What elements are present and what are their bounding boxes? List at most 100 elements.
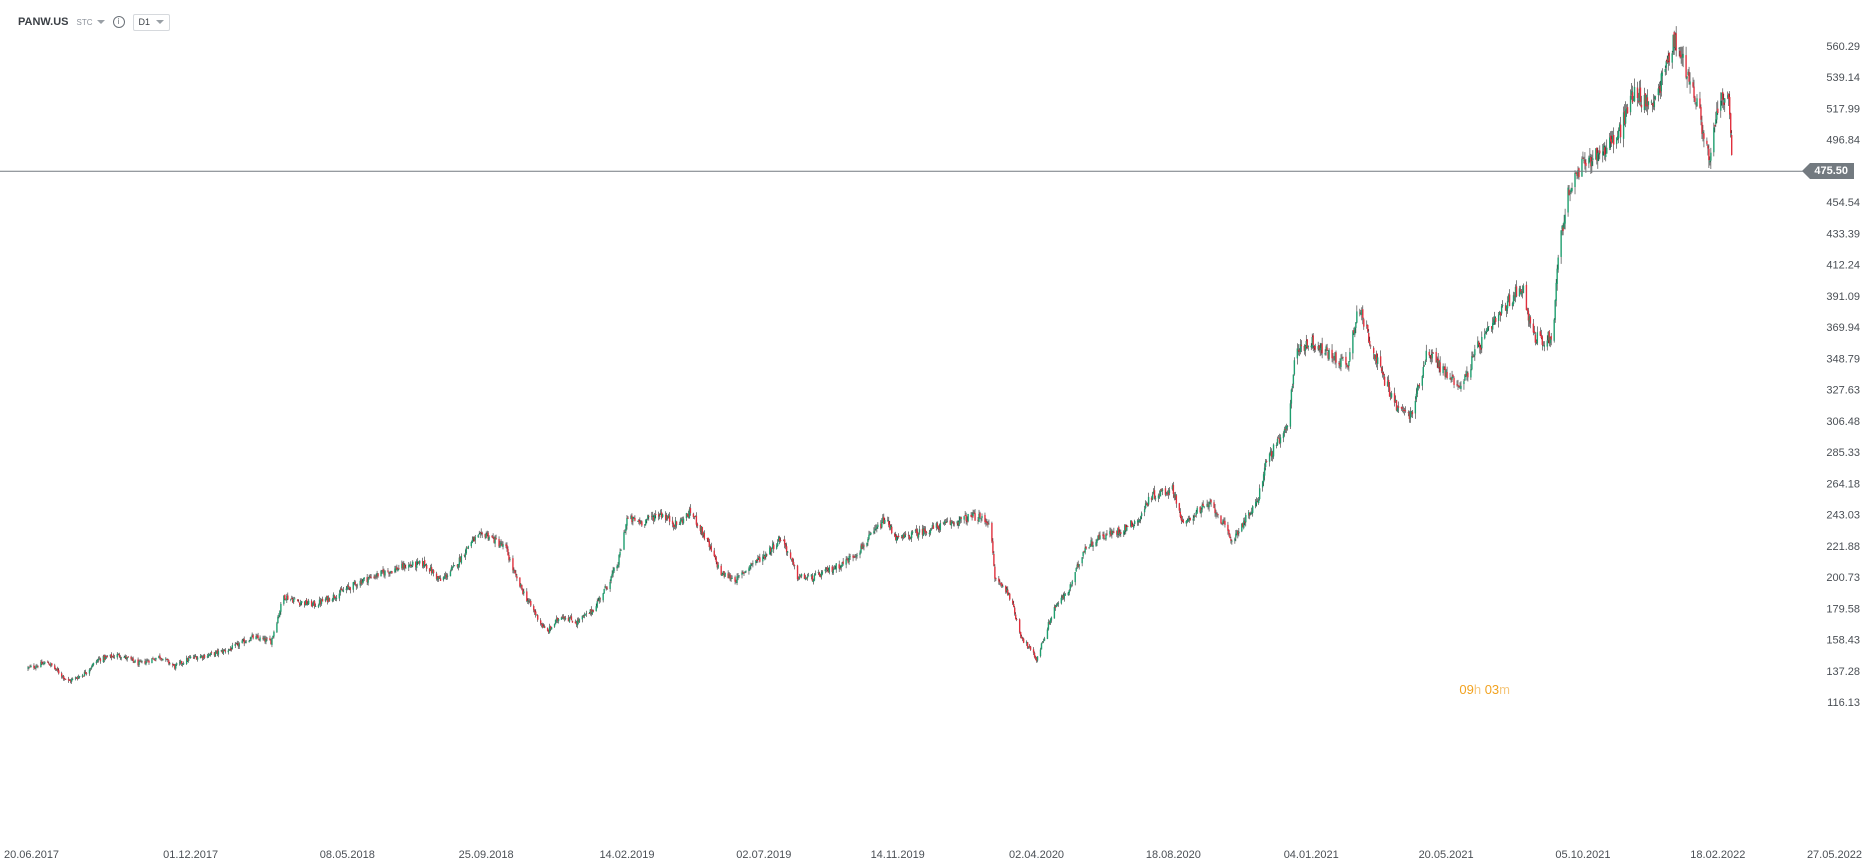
candle-body (1054, 606, 1057, 608)
candle-body (673, 526, 676, 528)
candle-body (194, 656, 197, 658)
candle-body (806, 576, 809, 579)
candle-body (995, 578, 997, 580)
info-icon[interactable]: i (112, 16, 125, 28)
candle-body (1164, 488, 1167, 495)
candle-body (352, 582, 354, 590)
candle-body (1381, 371, 1384, 375)
candle-body (1254, 502, 1257, 507)
candle-body (1257, 499, 1260, 504)
candle-body (495, 537, 497, 540)
candle-body (112, 655, 114, 658)
candle-body (1360, 313, 1362, 315)
symbol-label[interactable]: PANW.US (18, 16, 69, 28)
candle-body (165, 658, 167, 660)
candle-body (602, 593, 604, 601)
candle-body (1639, 87, 1642, 102)
candle-body (480, 532, 482, 534)
candle-body (584, 614, 587, 616)
candle-body (735, 580, 737, 583)
candle-body (444, 574, 447, 577)
candle-body (1179, 511, 1182, 517)
candle-body (921, 528, 924, 535)
candle-body (1643, 94, 1646, 110)
candle-body (612, 570, 614, 575)
candle-body (1540, 334, 1542, 338)
x-tick-label: 01.12.2017 (163, 849, 218, 861)
candle-body (1488, 326, 1490, 327)
candle-body (1130, 520, 1132, 527)
candle-body (717, 564, 719, 568)
candle-body (167, 659, 169, 661)
candle-body (598, 597, 600, 602)
candle-body (131, 658, 133, 660)
candle-body (484, 534, 486, 538)
candle-body (716, 561, 718, 568)
candle-body (290, 598, 292, 600)
candle-body (1249, 513, 1251, 516)
candle-body (900, 536, 903, 538)
candle-body (1167, 492, 1170, 495)
candle-body (640, 521, 642, 524)
candle-body (1400, 406, 1403, 409)
candle-body (161, 658, 163, 661)
y-tick-label: 285.33 (1826, 447, 1860, 459)
candle-body (1195, 511, 1197, 516)
candle-body (402, 563, 404, 569)
candle-body (880, 523, 882, 528)
timeframe-select[interactable]: D1 (132, 13, 171, 31)
candle-body (1021, 638, 1024, 640)
candle-body (835, 563, 837, 570)
candle-body (1172, 485, 1175, 495)
candle-body (1230, 538, 1232, 542)
candle-body (1681, 56, 1683, 58)
candle-body (1055, 604, 1058, 608)
candle-body (548, 626, 551, 633)
candle-body (540, 624, 543, 626)
candle-body (661, 514, 664, 518)
candle-body (1223, 521, 1225, 523)
candle-body (1154, 498, 1157, 500)
candle-body (153, 658, 155, 660)
instrument-type-dropdown[interactable]: STC (77, 18, 105, 27)
candle-body (1410, 410, 1413, 414)
candle-body (1228, 530, 1230, 535)
candle-body (159, 655, 161, 658)
candle-body (404, 564, 406, 569)
candle-body (1429, 355, 1431, 357)
candle-body (960, 517, 962, 519)
candle-body (189, 656, 192, 659)
y-tick-label: 137.28 (1826, 666, 1860, 678)
candle-body (195, 656, 198, 660)
candle-body (243, 639, 245, 644)
candle-body (1402, 410, 1405, 411)
candle-body (1623, 111, 1626, 124)
candle-body (639, 520, 641, 524)
candle-body (451, 566, 454, 569)
candle-body (457, 564, 460, 568)
candle-body (192, 657, 195, 659)
y-tick-label: 391.09 (1826, 291, 1860, 303)
candle-body (772, 543, 774, 548)
candlestick-series (27, 26, 1733, 684)
candle-body (1561, 225, 1563, 230)
candle-body (230, 648, 232, 651)
candle-body (689, 508, 692, 514)
candle-body (78, 676, 81, 678)
candle-body (412, 561, 414, 566)
candle-body (1689, 81, 1691, 85)
candle-body (852, 555, 854, 558)
candle-body (1685, 55, 1687, 78)
candle-body (335, 597, 338, 600)
candle-body (1687, 71, 1689, 75)
candle-body (1307, 345, 1309, 348)
candle-body (695, 515, 698, 525)
candle-body (575, 622, 578, 625)
candle-body (1710, 152, 1712, 161)
candle-body (965, 515, 967, 521)
candle-body (1472, 355, 1474, 357)
candle-body (1431, 353, 1433, 359)
candle-body (1342, 357, 1344, 359)
candle-body (828, 567, 830, 573)
